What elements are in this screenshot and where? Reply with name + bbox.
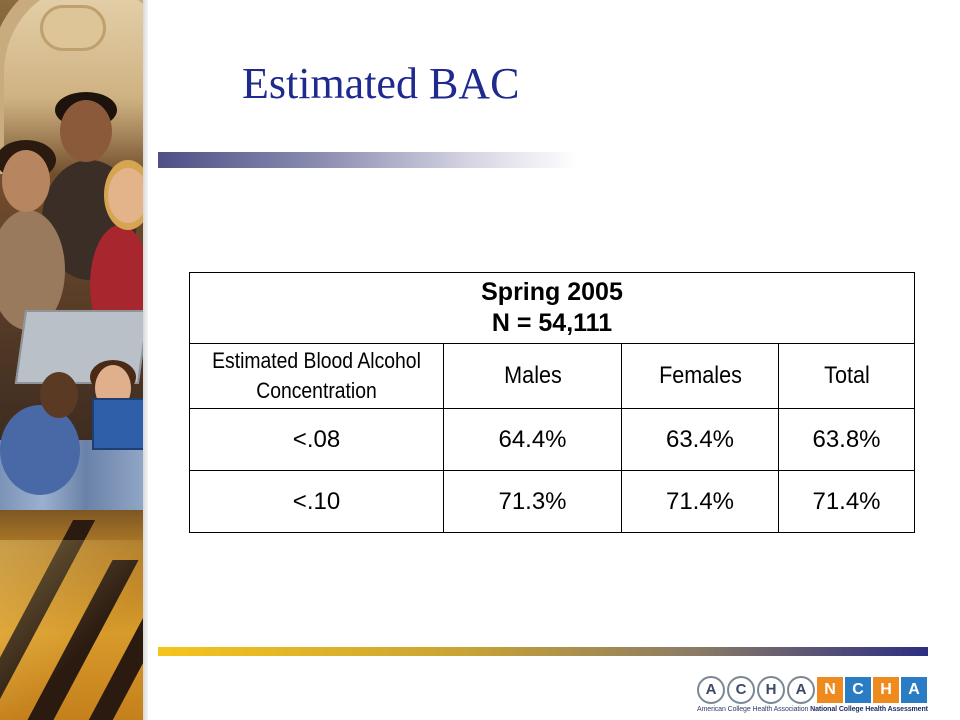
cell-males: 71.3%	[443, 470, 622, 533]
logo-letter-circle: A	[697, 676, 725, 704]
logo-caption-acha: American College Health Association	[697, 706, 809, 713]
bac-table: Spring 2005 N = 54,111 Estimated Blood A…	[189, 272, 915, 533]
column-header-label: Total	[823, 362, 870, 389]
cell-males: 64.4%	[443, 408, 622, 471]
table-column-row: Estimated Blood Alcohol Concentration Ma…	[189, 343, 915, 409]
column-header-label: Estimated Blood Alcohol Concentration	[212, 348, 421, 403]
table-title-line2: N = 54,111	[491, 309, 613, 337]
column-header-males: Males	[451, 343, 614, 409]
decorative-shine	[0, 540, 143, 720]
slide-title: Estimated BAC	[242, 59, 520, 108]
table-title-line1: Spring 2005	[481, 278, 623, 306]
logo-letter-circle: A	[787, 676, 815, 704]
cell-females: 71.4%	[621, 470, 779, 533]
logo-letter-square: C	[845, 677, 871, 703]
laptop-shape	[92, 398, 143, 450]
person-shape	[2, 150, 50, 212]
table-title-cell: Spring 2005 N = 54,111	[189, 272, 915, 344]
cell-females: 63.4%	[621, 408, 779, 471]
logo-letters: A C H A N C H A	[697, 676, 952, 704]
row-label: <.08	[189, 408, 444, 471]
cell-total: 63.8%	[778, 408, 915, 471]
title-underline-bar	[158, 152, 578, 168]
column-header-bac: Estimated Blood Alcohol Concentration	[189, 343, 444, 409]
person-shape	[0, 405, 80, 495]
decorative-photo-strip	[0, 0, 143, 720]
table-row: <.08 64.4% 63.4% 63.8%	[189, 408, 915, 471]
strip-divider	[143, 0, 148, 720]
logo-caption: American College Health Association Nati…	[697, 706, 952, 713]
person-shape	[60, 100, 112, 162]
logo-letter-square: N	[817, 677, 843, 703]
table-header-row: Spring 2005 N = 54,111	[189, 272, 915, 344]
logo-caption-ncha: National College Health Assessment	[810, 706, 928, 713]
person-shape	[40, 372, 78, 418]
column-header-total: Total	[784, 343, 909, 409]
person-shape	[108, 168, 143, 223]
logo-letter-square: H	[873, 677, 899, 703]
acha-ncha-logo: A C H A N C H A American College Health …	[697, 676, 952, 716]
column-header-label: Females	[658, 362, 742, 389]
logo-letter-square: A	[901, 677, 927, 703]
table-row: <.10 71.3% 71.4% 71.4%	[189, 470, 915, 533]
column-header-females: Females	[628, 343, 772, 409]
cell-total: 71.4%	[778, 470, 915, 533]
column-header-label: Males	[503, 362, 562, 389]
row-label: <.10	[189, 470, 444, 533]
logo-letter-circle: C	[727, 676, 755, 704]
footer-bar	[158, 647, 928, 656]
logo-letter-circle: H	[757, 676, 785, 704]
ornament-shape	[40, 5, 106, 51]
